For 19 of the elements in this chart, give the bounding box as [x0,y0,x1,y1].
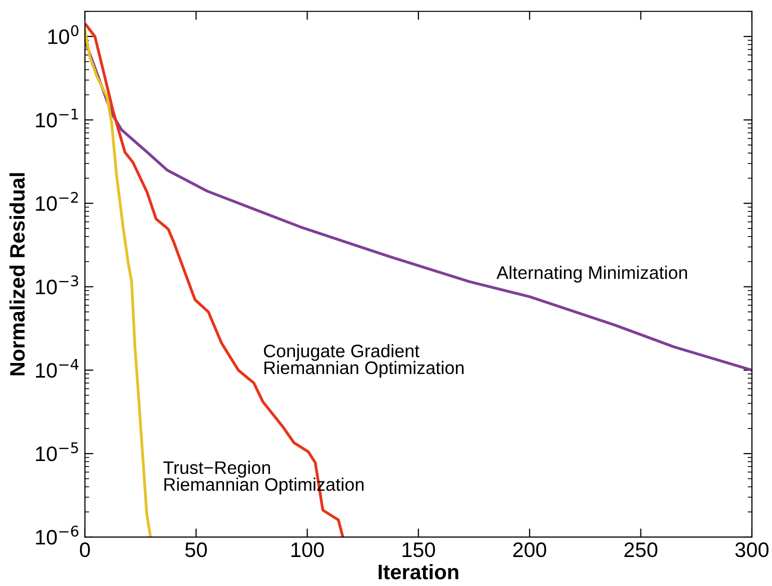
y-tick-label: 10$^{−1}$ [36,108,78,128]
y-tick-label: 10$^{−2}$ [36,192,78,211]
series-label: Alternating Minimization [496,266,687,283]
x-tick-label: 200 [513,542,546,558]
x-tick-label: 300 [735,542,768,558]
y-tick-label: 10$^{−6}$ [36,526,78,545]
x-tick-label: 150 [402,542,435,558]
series-label: Conjugate Gradient Riemannian Optimization [264,344,464,378]
x-axis-title: Iteration [378,564,458,580]
line-series [84,28,152,538]
y-axis-title: Normalized Residual [9,173,25,376]
y-tick-label: 10$^{−5}$ [36,442,78,462]
x-tick-label: 250 [624,542,658,558]
x-tick-label: 100 [291,542,324,558]
x-tick-label: 50 [185,542,207,558]
x-tick-label: 0 [80,542,90,558]
y-tick-label: 10$^{−4}$ [36,358,78,378]
y-tick-label: 10$^{0}$ [48,25,78,44]
y-tick-label: 10$^{−3}$ [36,275,78,294]
